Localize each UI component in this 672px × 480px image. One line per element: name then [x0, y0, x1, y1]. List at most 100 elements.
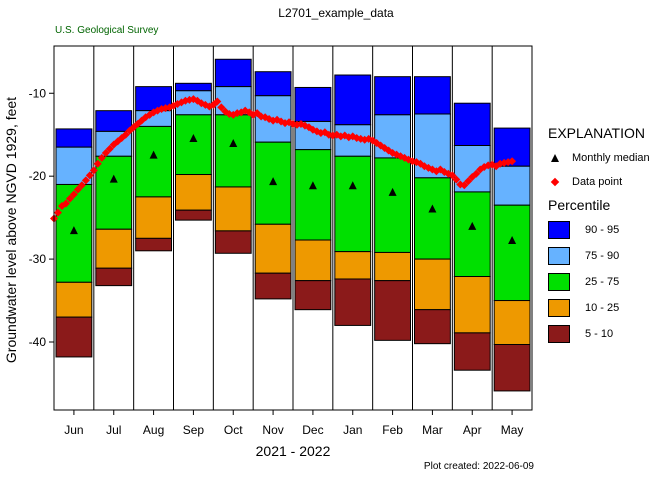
y-tick-label: -20: [29, 169, 47, 183]
x-tick-label: Dec: [302, 423, 323, 437]
band-25-75-may: [493, 204, 531, 302]
band-5-10-jan: [334, 278, 372, 326]
band-25-75-mar: [414, 177, 451, 260]
legend-percentile-label: 90 - 95: [585, 224, 620, 236]
band-25-75-dec: [294, 149, 332, 241]
data-point: [448, 171, 457, 180]
data-point: [85, 171, 94, 180]
band-10-25-apr: [453, 276, 491, 334]
x-axis-label: 2021 - 2022: [256, 443, 331, 459]
data-point: [213, 97, 222, 106]
legend-percentile-row: 75 - 90: [548, 243, 650, 269]
plot-created-date: Plot created: 2022-06-09: [423, 461, 534, 472]
band-10-25-aug: [135, 196, 173, 239]
band-5-10-sep: [175, 209, 212, 221]
band-5-10-aug: [135, 237, 173, 252]
x-tick-label: Jun: [64, 423, 83, 437]
median-marker: [468, 221, 477, 230]
data-point: [53, 208, 62, 217]
band-10-25-may: [493, 300, 531, 345]
band-75-90-may: [493, 165, 531, 206]
legend-heading: EXPLANATION: [548, 125, 645, 141]
data-point: [452, 175, 461, 184]
x-tick-label: Nov: [262, 423, 283, 437]
axes: -10 -20 -30 -40 Jun Jul Aug Sep Oct Nov Dec Jan Feb M…: [29, 86, 524, 437]
band-90-95-dec: [294, 86, 332, 122]
band-10-25-jul: [95, 228, 133, 269]
legend-median-row: Monthly median: [548, 146, 650, 170]
x-tick-label: Feb: [382, 423, 403, 437]
legend-percentile-row: 10 - 25: [548, 295, 650, 321]
data-point: [81, 176, 90, 185]
x-tick-label: Jul: [106, 423, 121, 437]
legend-percentile-label: 75 - 90: [585, 250, 620, 262]
median-marker: [109, 174, 118, 183]
data-point: [61, 199, 70, 208]
legend-percentile-row: 5 - 10: [548, 321, 650, 347]
band-5-10-mar: [414, 309, 451, 345]
band-90-95-mar: [414, 76, 451, 115]
x-tick-label: Oct: [224, 423, 243, 437]
band-25-75-oct: [214, 114, 252, 188]
band-10-25-jun: [55, 281, 93, 318]
median-marker: [189, 134, 198, 143]
band-90-95-nov: [254, 71, 292, 97]
band-5-10-nov: [254, 272, 292, 300]
band-25-75-jul: [95, 155, 133, 230]
data-point: [508, 157, 517, 166]
median-marker: [229, 139, 238, 148]
band-5-10-jun: [55, 316, 93, 358]
band-10-25-nov: [254, 223, 292, 274]
band-10-25-mar: [414, 258, 451, 311]
legend-percentile-label: 25 - 75: [585, 276, 620, 288]
x-tick-label: May: [501, 423, 524, 437]
band-25-75-sep: [175, 114, 212, 176]
band-5-10-apr: [453, 332, 491, 371]
data-point: [105, 144, 114, 153]
band-5-10-jul: [95, 267, 133, 287]
x-tick-label: Aug: [143, 423, 164, 437]
legend-point-label: Data point: [572, 176, 623, 188]
legend-point-row: Data point: [548, 170, 650, 194]
median-marker: [69, 226, 78, 235]
band-5-10-oct: [214, 230, 252, 254]
median-marker: [388, 187, 397, 196]
band-90-95-sep: [175, 82, 212, 92]
data-point: [73, 185, 82, 194]
legend-percentile-label: 5 - 10: [585, 328, 614, 340]
y-tick-label: -40: [29, 335, 47, 349]
data-point: [97, 153, 106, 162]
band-25-75-apr: [453, 191, 491, 278]
band-10-25-oct: [214, 186, 252, 232]
median-marker: [149, 150, 158, 159]
data-point: [464, 177, 473, 186]
x-tick-label: Mar: [422, 423, 443, 437]
legend-swatch: [548, 247, 570, 265]
band-25-75-aug: [135, 125, 173, 198]
band-5-10-feb: [374, 280, 411, 341]
y-tick-label: -30: [29, 252, 47, 266]
band-10-25-dec: [294, 239, 332, 282]
band-5-10-may: [493, 343, 531, 392]
legend-percentile-heading: Percentile: [548, 197, 611, 213]
band-90-95-oct: [214, 58, 252, 88]
data-point: [89, 166, 98, 175]
data-point: [101, 148, 110, 157]
band-25-75-feb: [374, 157, 411, 253]
data-point: [460, 181, 469, 190]
band-90-95-feb: [374, 76, 411, 116]
x-tick-label: Jan: [343, 423, 362, 437]
median-marker: [308, 181, 317, 190]
band-25-75-jan: [334, 155, 372, 253]
band-10-25-sep: [175, 174, 212, 211]
triangle-icon: [548, 154, 562, 162]
data-point: [65, 194, 74, 203]
data-point: [217, 103, 226, 112]
monthly-medians: [69, 134, 517, 245]
legend-percentile-label: 10 - 25: [585, 302, 620, 314]
data-points: [50, 95, 517, 223]
band-90-95-jun: [55, 128, 93, 148]
diamond-icon: [548, 177, 562, 187]
median-marker: [428, 204, 437, 213]
